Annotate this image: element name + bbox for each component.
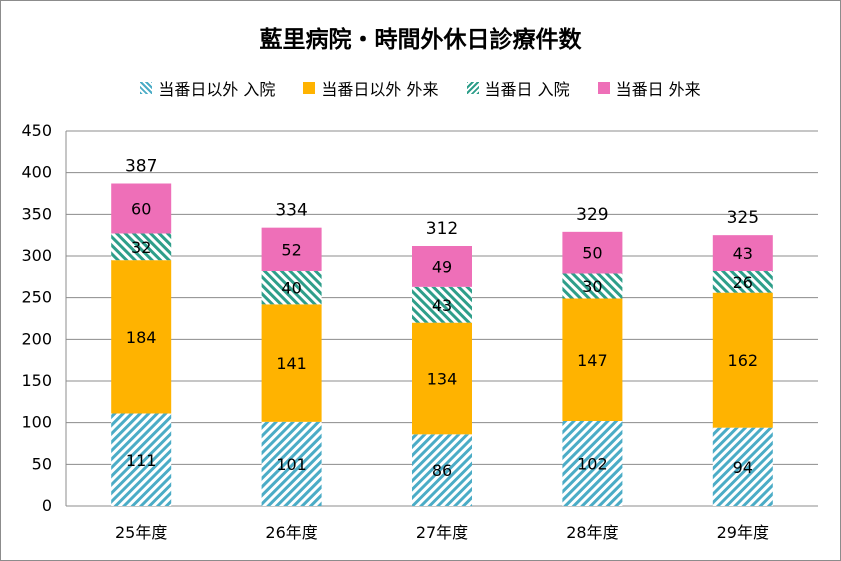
y-tick-label: 100 xyxy=(21,413,52,432)
bar-segment xyxy=(261,304,322,422)
bar-segment xyxy=(412,434,472,506)
y-tick-label: 450 xyxy=(21,121,52,140)
legend-item: 当番日以外 外来 xyxy=(303,76,439,100)
data-label: 101 xyxy=(276,455,307,474)
x-tick-label: 27年度 xyxy=(416,523,468,542)
legend-label: 当番日 入院 xyxy=(484,80,570,99)
y-tick-label: 50 xyxy=(32,454,52,473)
total-label: 387 xyxy=(125,157,157,177)
data-label: 32 xyxy=(131,238,151,257)
legend-label: 当番日 外来 xyxy=(615,80,701,99)
legend-swatch xyxy=(303,82,316,94)
bar-segment xyxy=(412,286,472,323)
bar-segment xyxy=(562,298,623,421)
data-label: 147 xyxy=(577,351,608,370)
data-label: 60 xyxy=(131,200,151,219)
data-label: 94 xyxy=(733,458,753,477)
legend-item: 当番日 入院 xyxy=(466,76,570,100)
bar-segment xyxy=(261,271,322,305)
bar-segment xyxy=(111,413,172,506)
data-label: 50 xyxy=(582,244,602,263)
y-tick-label: 200 xyxy=(21,329,52,348)
y-tick-label: 400 xyxy=(21,163,52,182)
bar-segment xyxy=(261,227,322,271)
y-tick-label: 150 xyxy=(21,371,52,390)
data-label: 184 xyxy=(126,328,157,347)
bar-segment xyxy=(562,421,623,506)
legend-item: 当番日以外 入院 xyxy=(140,76,275,100)
bar-segment xyxy=(712,292,773,428)
x-tick-label: 28年度 xyxy=(566,523,618,542)
y-tick-label: 350 xyxy=(21,204,52,223)
x-tick-label: 29年度 xyxy=(717,523,769,542)
total-label: 325 xyxy=(727,208,759,228)
bar-segment xyxy=(712,235,773,271)
bar-segment xyxy=(261,421,322,506)
data-label: 141 xyxy=(276,354,307,373)
data-label: 43 xyxy=(733,244,753,263)
data-label: 134 xyxy=(427,370,458,389)
legend-swatch xyxy=(597,82,610,94)
bar-segment xyxy=(712,271,773,293)
data-label: 162 xyxy=(728,351,759,370)
total-label: 334 xyxy=(275,201,307,221)
legend-label: 当番日以外 外来 xyxy=(321,80,439,99)
data-label: 52 xyxy=(281,240,301,259)
legend-label: 当番日以外 入院 xyxy=(158,80,276,99)
data-label: 40 xyxy=(281,279,301,298)
legend-swatch xyxy=(466,82,479,94)
bar-segment xyxy=(712,427,773,506)
y-tick-label: 300 xyxy=(21,246,52,265)
x-tick-label: 26年度 xyxy=(265,523,317,542)
data-label: 111 xyxy=(126,451,157,470)
bar-segment xyxy=(111,260,172,414)
y-tick-label: 250 xyxy=(21,288,52,307)
y-tick-label: 0 xyxy=(42,496,52,515)
legend-item: 当番日 外来 xyxy=(597,76,701,100)
legend-swatch xyxy=(140,82,153,94)
x-tick-label: 25年度 xyxy=(115,523,167,542)
total-label: 312 xyxy=(426,219,458,239)
chart-title: 藍里病院・時間外休日診療件数 xyxy=(259,27,582,53)
data-label: 43 xyxy=(432,296,452,315)
data-label: 86 xyxy=(432,461,452,480)
chart-legend: 当番日以外 入院 当番日以外 外来 当番日 入院 当番日 外来 xyxy=(0,76,841,100)
bar-segment xyxy=(562,273,623,299)
total-label: 329 xyxy=(576,205,608,225)
data-label: 49 xyxy=(432,257,452,276)
bar-segment xyxy=(412,322,472,435)
bar-segment xyxy=(111,233,172,261)
data-label: 102 xyxy=(577,455,608,474)
data-label: 26 xyxy=(733,273,753,292)
bar-segment xyxy=(562,231,623,274)
data-label: 30 xyxy=(582,277,602,296)
bar-segment xyxy=(111,183,172,234)
bar-segment xyxy=(412,246,472,287)
